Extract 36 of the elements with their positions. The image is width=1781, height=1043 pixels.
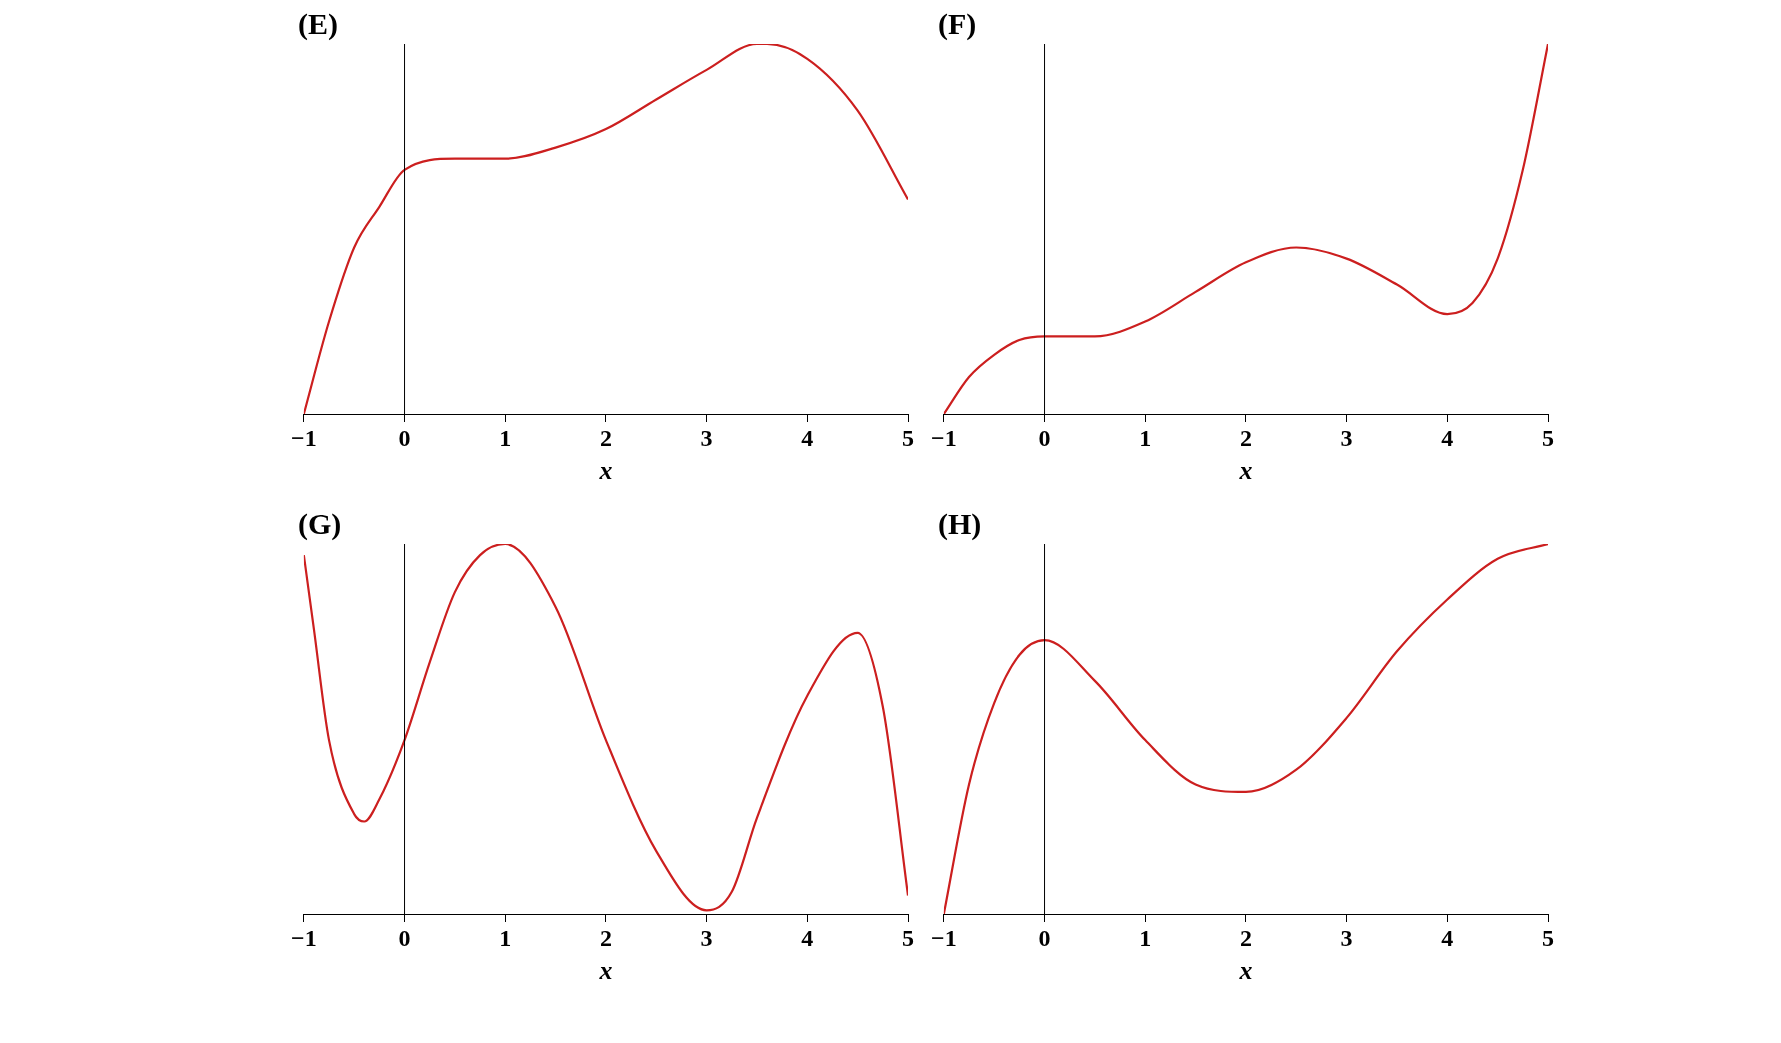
- x-tick-label: −1: [930, 424, 957, 451]
- chart-title: (H): [938, 506, 982, 541]
- x-tick-label: 3: [700, 924, 713, 951]
- x-axis-title: x: [1238, 956, 1253, 986]
- x-tick-label: 1: [1139, 924, 1152, 951]
- x-tick-label: 4: [1441, 924, 1454, 951]
- x-tick-label: 3: [1340, 424, 1353, 451]
- x-tick-label: 5: [902, 424, 914, 451]
- x-tick-label: 1: [499, 924, 512, 951]
- x-tick-label: 5: [902, 924, 914, 951]
- x-tick-label: 3: [1340, 924, 1353, 951]
- x-tick-label: 0: [1038, 924, 1051, 951]
- chart-title: (G): [298, 506, 342, 541]
- x-tick-label: 2: [599, 924, 612, 951]
- x-tick-label: 2: [599, 424, 612, 451]
- x-tick-label: 5: [1542, 424, 1554, 451]
- x-tick-label: 0: [1038, 424, 1051, 451]
- x-tick-label: 0: [398, 424, 411, 451]
- x-axis-title: x: [598, 956, 613, 986]
- x-tick-label: −1: [930, 924, 957, 951]
- x-tick-label: 2: [1239, 424, 1252, 451]
- x-axis-title: x: [1238, 456, 1253, 486]
- x-tick-label: 2: [1239, 924, 1252, 951]
- x-tick-label: 4: [801, 924, 814, 951]
- x-tick-label: 1: [499, 424, 512, 451]
- x-tick-label: −1: [290, 924, 317, 951]
- x-tick-label: −1: [290, 424, 317, 451]
- x-tick-label: 1: [1139, 424, 1152, 451]
- chart-title: (F): [938, 6, 977, 41]
- chart-title: (E): [298, 6, 338, 41]
- x-tick-label: 0: [398, 924, 411, 951]
- x-tick-label: 4: [1441, 424, 1454, 451]
- x-tick-label: 3: [700, 424, 713, 451]
- x-tick-label: 4: [801, 424, 814, 451]
- x-tick-label: 5: [1542, 924, 1554, 951]
- x-axis-title: x: [598, 456, 613, 486]
